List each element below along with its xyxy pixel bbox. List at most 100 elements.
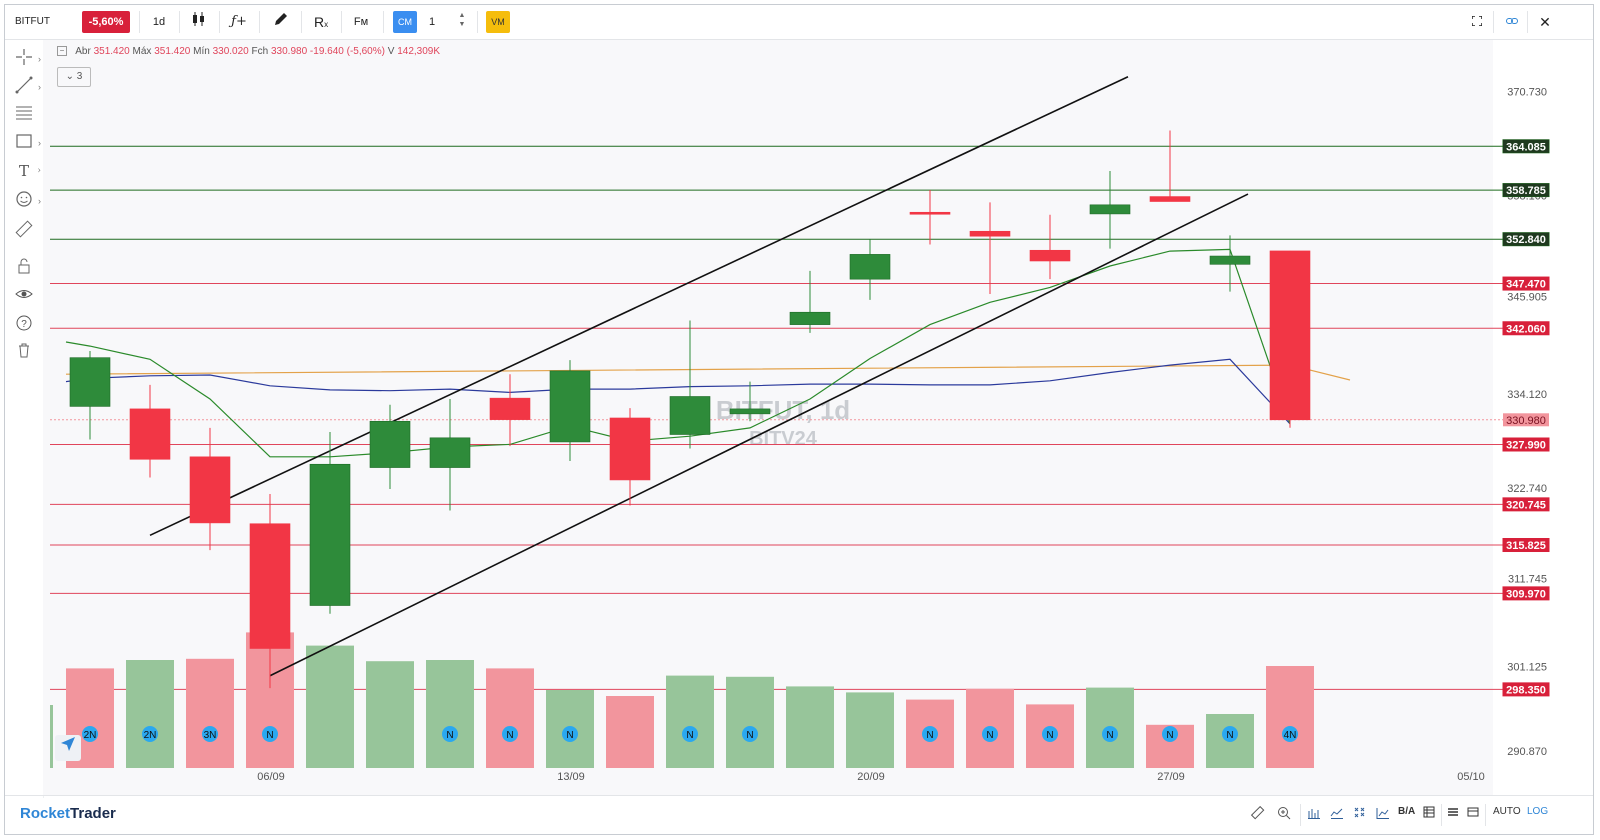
news-badge-label: 2N <box>144 730 157 741</box>
log-scale-button[interactable]: LOG <box>1527 806 1549 817</box>
news-badge-label: N <box>566 730 573 741</box>
fib-lines-icon[interactable] <box>9 104 39 126</box>
date-axis-label: 05/10 <box>1457 771 1485 783</box>
candle-body <box>1089 204 1131 215</box>
news-badge <box>562 726 578 742</box>
indicator-function-button[interactable]: ƒ+ <box>231 14 247 29</box>
candle-body <box>309 463 351 606</box>
news-badge <box>142 726 158 742</box>
level-tag-label: 298.350 <box>1506 684 1546 696</box>
candlestick-icon[interactable] <box>185 11 213 33</box>
text-icon[interactable]: T › <box>18 162 41 180</box>
bottom-toolbar: RocketTrader B/A AUTO LOG <box>5 795 1593 834</box>
emoji-icon[interactable]: › <box>9 190 41 212</box>
volume-bar <box>366 661 414 768</box>
panel-icon[interactable] <box>1467 806 1479 821</box>
price-axis-label: 290.870 <box>1507 746 1547 758</box>
date-axis-label: 27/09 <box>1157 771 1185 783</box>
chart-window: BITFUT -5,60% 1d ƒ+ Rx Fᴍ CM 1 ▲ ▼ VM ✕ <box>4 4 1594 835</box>
news-badge-label: N <box>506 730 513 741</box>
price-axis-label: 301.125 <box>1507 661 1547 673</box>
line-chart-icon[interactable] <box>1330 806 1344 823</box>
news-badge <box>1102 726 1118 742</box>
volume-value: 142,309K <box>397 46 441 57</box>
interval-button[interactable]: 1d <box>152 16 166 28</box>
indicators-dropdown[interactable]: ⌄ 3 <box>57 67 91 87</box>
vm-button[interactable]: VM <box>486 11 510 33</box>
volume-bar <box>126 660 174 768</box>
candle-body <box>249 523 291 649</box>
trendline-icon[interactable]: › <box>9 76 41 98</box>
ruler-icon[interactable] <box>9 220 39 242</box>
news-badge-label: N <box>446 730 453 741</box>
fm-button[interactable]: Fᴍ <box>353 16 369 28</box>
crosshair-icon[interactable]: › <box>9 48 41 70</box>
news-badge-label: 2N <box>84 730 97 741</box>
zoom-icon[interactable] <box>1277 806 1291 823</box>
candle-body <box>1029 249 1071 262</box>
candle-body <box>369 420 411 468</box>
rectangle-icon[interactable]: › <box>9 132 41 154</box>
scatter-icon[interactable] <box>1353 806 1367 823</box>
news-badge <box>982 726 998 742</box>
bars-icon[interactable] <box>1307 806 1321 823</box>
cm-button[interactable]: CM <box>393 11 417 33</box>
change-value: -19.640 (-5,60%) <box>309 46 385 57</box>
help-icon[interactable]: ? <box>9 314 39 336</box>
trendline <box>149 76 1129 537</box>
candle-body <box>549 370 591 443</box>
level-tag-label: 358.785 <box>1506 185 1546 197</box>
candle-body <box>909 211 951 215</box>
change-badge: -5,60% <box>82 11 130 33</box>
price-chart[interactable]: BITFUT, 1d BITV24 2N 2N 3N N N N N N N N N N N N N 4N 3… <box>5 5 1593 795</box>
cm-value[interactable]: 1 <box>428 16 436 28</box>
open-value: 351.420 <box>93 46 130 57</box>
level-tag <box>1502 437 1550 452</box>
lock-icon[interactable] <box>9 258 39 280</box>
watermark-subtitle: BITV24 <box>749 428 818 450</box>
stepper-arrows[interactable]: ▲ ▼ <box>458 12 466 28</box>
collapse-toggle[interactable]: − <box>57 46 67 57</box>
level-tag-label: 342.060 <box>1506 323 1546 335</box>
ruler-icon[interactable] <box>1250 805 1265 823</box>
level-tag-bg <box>1503 232 1549 246</box>
level-tag <box>1502 538 1550 553</box>
volume-bar <box>606 696 654 768</box>
candle-body <box>69 357 111 407</box>
candle-body <box>129 408 171 460</box>
pencil-icon[interactable] <box>267 11 295 33</box>
trash-icon[interactable] <box>9 342 39 364</box>
news-badge-label: N <box>926 730 933 741</box>
brand-logo: RocketTrader <box>20 805 116 822</box>
symbol-selector[interactable]: BITFUT <box>15 16 50 27</box>
close-icon[interactable]: ✕ <box>1539 14 1551 30</box>
news-badge-label: N <box>746 730 753 741</box>
bid-ask-button[interactable]: B/A <box>1398 806 1416 817</box>
table-icon[interactable] <box>1423 806 1435 821</box>
ohlc-legend: − Abr 351.420 Máx 351.420 Mín 330.020 Fc… <box>57 46 440 57</box>
rx-button[interactable]: Rx <box>313 14 329 30</box>
news-badge <box>1282 726 1298 742</box>
candle-body <box>849 254 891 280</box>
news-badge <box>442 726 458 742</box>
level-tag-label: 309.970 <box>1506 588 1546 600</box>
candle-body <box>729 408 771 415</box>
volume-bar <box>726 676 774 768</box>
news-badge <box>202 726 218 742</box>
list-icon[interactable] <box>1447 806 1459 821</box>
low-value: 330.020 <box>212 46 249 57</box>
price-axis-label: 311.745 <box>1508 574 1547 586</box>
link-icon[interactable] <box>1502 11 1522 33</box>
last-price-label: 330.980 <box>1506 415 1546 427</box>
level-tag-label: 347.470 <box>1506 279 1546 291</box>
price-axis-label: 334.120 <box>1507 389 1547 401</box>
volume-bar <box>50 705 53 768</box>
navigation-arrow-icon[interactable] <box>55 735 81 761</box>
candle-body <box>1149 196 1191 202</box>
area-icon[interactable] <box>1376 806 1390 823</box>
eye-icon[interactable] <box>9 286 39 308</box>
level-tag-label: 320.745 <box>1506 499 1546 511</box>
news-badge <box>1162 726 1178 742</box>
fullscreen-icon[interactable] <box>1467 11 1487 33</box>
auto-scale-button[interactable]: AUTO <box>1493 806 1521 817</box>
